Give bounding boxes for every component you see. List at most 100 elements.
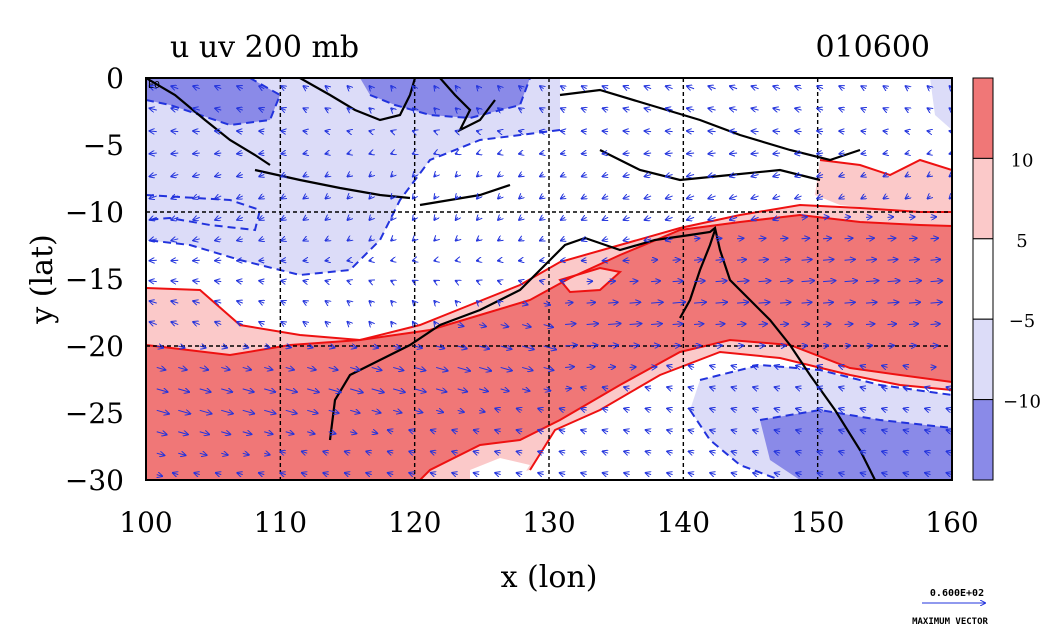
- wind-vector: [519, 239, 522, 241]
- wind-vector: [171, 196, 179, 199]
- wind-vector: [477, 153, 479, 154]
- wind-vector: [326, 281, 329, 282]
- wind-vector: [391, 86, 393, 89]
- wind-vector: [758, 259, 768, 260]
- x-tick-label: 150: [791, 506, 844, 539]
- wind-vector: [904, 430, 909, 432]
- wind-vector: [925, 430, 930, 432]
- wind-vector: [495, 409, 500, 411]
- wind-vector: [666, 86, 673, 89]
- wind-vector: [431, 473, 436, 475]
- wind-vector: [393, 346, 400, 348]
- wind-vector: [796, 366, 801, 368]
- wind-vector: [561, 217, 565, 220]
- wind-vector: [561, 174, 565, 176]
- wind-vector: [666, 131, 673, 132]
- wind-vector: [603, 430, 608, 432]
- wind-vector: [193, 301, 200, 303]
- wind-vector: [795, 86, 802, 89]
- wind-vector: [730, 108, 738, 110]
- wind-vector: [303, 217, 307, 220]
- wind-vector: [882, 366, 887, 368]
- wind-vector: [345, 473, 350, 475]
- wind-vector: [413, 174, 415, 176]
- wind-vector: [456, 86, 458, 89]
- wind-vector: [775, 409, 780, 411]
- wind-vector: [237, 131, 243, 132]
- wind-vector: [951, 302, 952, 304]
- wind-vector: [199, 410, 212, 413]
- wind-vector: [393, 367, 403, 370]
- wind-vector: [328, 432, 336, 434]
- wind-vector: [193, 86, 200, 89]
- wind-vector: [237, 196, 243, 199]
- wind-vector: [498, 153, 501, 154]
- wind-vector: [646, 409, 651, 411]
- wind-vector: [730, 86, 738, 89]
- wind-vector: [672, 324, 683, 325]
- wind-vector: [666, 153, 673, 154]
- wind-vector: [908, 345, 916, 346]
- wind-vector: [753, 473, 758, 475]
- wind-vector: [434, 322, 436, 325]
- wind-vector: [737, 238, 743, 239]
- wind-vector: [715, 302, 728, 303]
- wind-vector: [326, 322, 329, 325]
- wind-vector: [928, 86, 931, 89]
- wind-vector: [561, 86, 565, 89]
- wind-vector: [171, 153, 179, 154]
- wind-vector: [259, 174, 264, 176]
- wind-vector: [371, 346, 378, 348]
- wind-vector: [150, 301, 157, 303]
- wind-vector: [586, 324, 598, 325]
- wind-vector: [431, 430, 436, 432]
- wind-vector: [307, 346, 312, 348]
- y-tick-label: −20: [65, 330, 124, 363]
- wind-vector: [477, 217, 479, 220]
- wind-vector: [456, 131, 458, 132]
- wind-vector: [710, 473, 715, 475]
- wind-vector: [822, 281, 835, 282]
- wind-vector: [474, 451, 479, 453]
- wind-vector: [561, 196, 565, 199]
- wind-vector: [281, 217, 285, 220]
- wind-vector: [773, 153, 781, 154]
- wind-vector: [708, 153, 716, 154]
- wind-vector: [689, 473, 694, 475]
- wind-vector: [795, 131, 802, 132]
- wind-vector: [150, 239, 157, 241]
- wind-vector: [689, 451, 694, 453]
- wind-vector: [882, 430, 887, 432]
- wind-vector: [861, 108, 866, 110]
- wind-vector: [758, 281, 771, 282]
- wind-vector: [457, 367, 470, 371]
- wind-vector: [193, 196, 200, 199]
- wind-vector: [413, 86, 415, 89]
- wind-vector: [906, 131, 909, 132]
- wind-vector: [667, 430, 672, 432]
- wind-vector: [908, 302, 920, 303]
- wind-vector: [259, 108, 264, 110]
- wind-vector: [543, 367, 554, 370]
- wind-vector: [645, 108, 652, 110]
- wind-vector: [391, 153, 393, 154]
- wind-vector: [540, 108, 544, 110]
- wind-vector: [369, 153, 371, 154]
- wind-vector: [538, 451, 543, 453]
- wind-vector: [457, 410, 464, 412]
- wind-vector: [708, 174, 716, 176]
- wind-vector: [930, 238, 939, 239]
- color-bar-segment: [972, 77, 994, 159]
- wind-vector: [199, 367, 208, 369]
- wind-vector: [801, 324, 810, 325]
- wind-vector: [928, 196, 931, 199]
- wind-vector: [694, 324, 703, 325]
- wind-vector: [221, 410, 233, 413]
- wind-vector: [303, 196, 307, 199]
- wind-vector: [413, 217, 415, 220]
- wind-vector: [667, 473, 672, 475]
- wind-vector: [801, 281, 815, 282]
- wind-vector: [259, 86, 264, 89]
- wind-vector: [951, 324, 952, 325]
- wind-vector: [773, 196, 781, 199]
